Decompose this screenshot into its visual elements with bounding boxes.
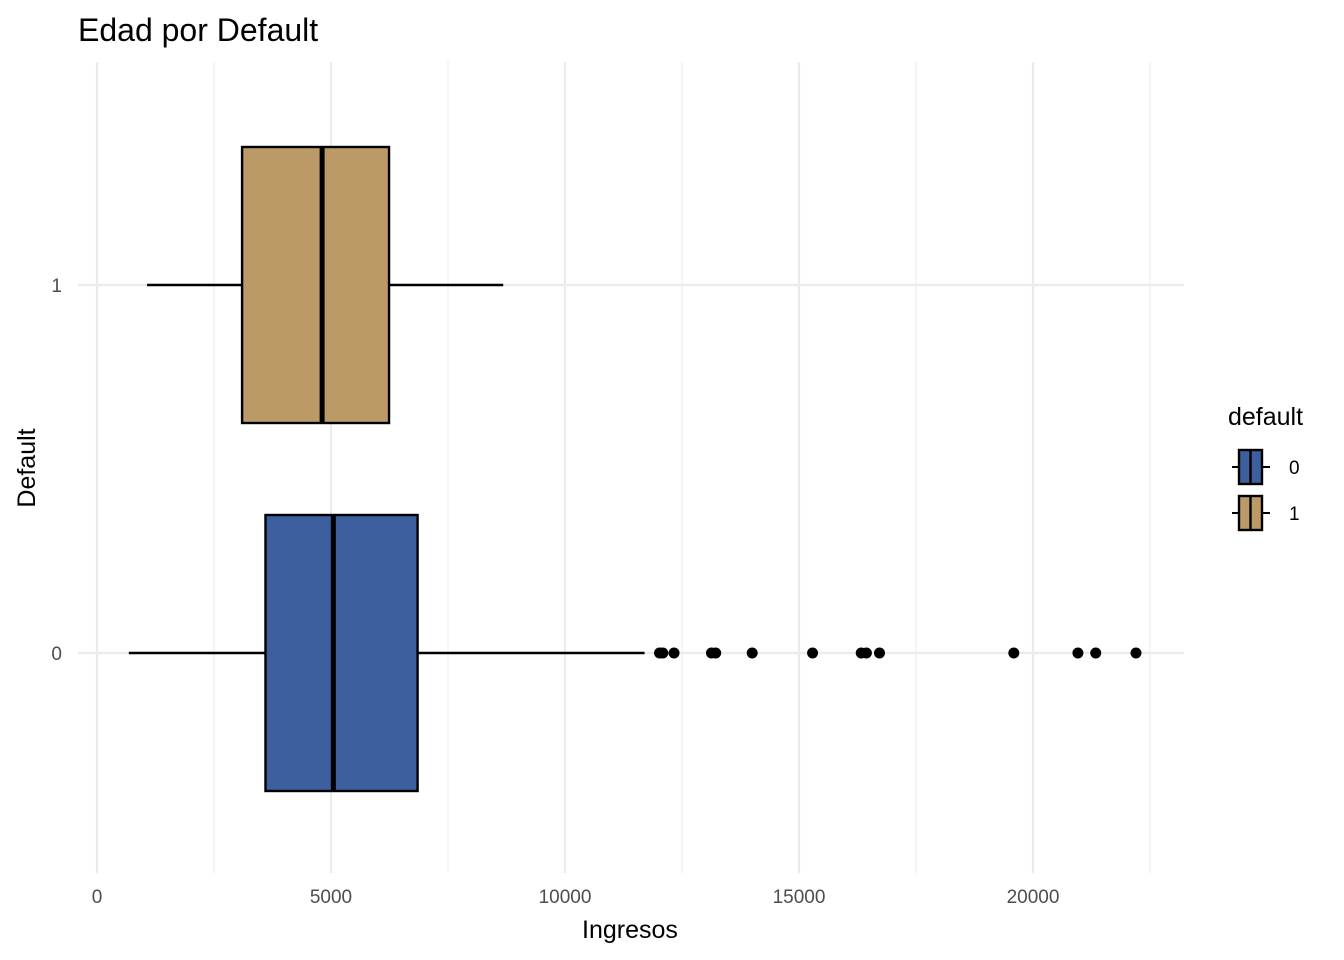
legend-label: 1 [1289,504,1300,525]
y-tick-label: 1 [51,276,62,297]
box-0 [128,513,1142,793]
legend-title: default [1228,403,1303,431]
legend-label: 0 [1289,458,1300,479]
box-iqr [264,513,419,793]
outlier-point [668,647,680,659]
chart-title: Edad por Default [78,12,318,48]
x-tick-label: 10000 [539,887,592,908]
outlier-point [807,647,819,659]
outlier-point [1130,647,1142,659]
outlier-point [1090,647,1102,659]
x-axis-ticks: 0 5000 10000 15000 20000 [92,887,1060,908]
outlier-point [746,647,758,659]
legend-key-1 [1232,494,1270,532]
outlier-point [873,647,885,659]
outlier-point [1072,647,1084,659]
x-axis-label: Ingresos [582,916,678,944]
y-axis-label: Default [13,428,41,507]
box-iqr [240,145,391,425]
boxes [128,145,1142,793]
legend-key-0 [1232,448,1270,486]
outlier-point [860,647,872,659]
x-tick-label: 15000 [773,887,826,908]
box-1 [147,145,504,425]
outlier-point [1008,647,1020,659]
y-axis-ticks: 01 [51,276,62,665]
outlier-point [657,647,669,659]
x-tick-label: 5000 [310,887,352,908]
outlier-point [710,647,722,659]
legend: default 0 1 [1228,403,1303,532]
y-tick-label: 0 [51,644,62,665]
x-tick-label: 0 [92,887,103,908]
x-tick-label: 20000 [1007,887,1060,908]
